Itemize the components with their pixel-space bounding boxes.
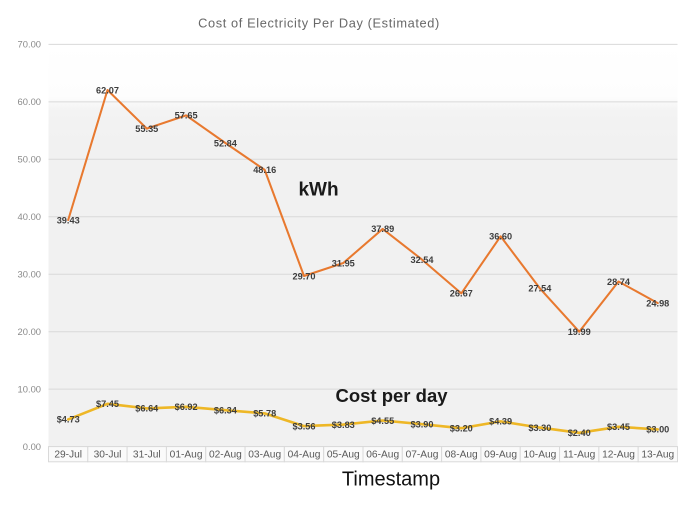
svg-text:24.98: 24.98	[646, 298, 669, 308]
svg-text:62.07: 62.07	[96, 85, 119, 95]
svg-text:13-Aug: 13-Aug	[641, 450, 674, 461]
svg-text:$7.45: $7.45	[96, 399, 119, 409]
svg-text:05-Aug: 05-Aug	[327, 450, 360, 461]
svg-text:55.35: 55.35	[135, 124, 158, 134]
svg-text:Cost per day: Cost per day	[335, 385, 448, 406]
svg-text:28.74: 28.74	[607, 277, 631, 287]
svg-text:29.70: 29.70	[293, 271, 316, 281]
svg-text:02-Aug: 02-Aug	[209, 450, 242, 461]
svg-text:36.60: 36.60	[489, 232, 512, 242]
svg-text:29-Jul: 29-Jul	[54, 450, 82, 461]
svg-text:10-Aug: 10-Aug	[523, 450, 556, 461]
svg-text:50.00: 50.00	[18, 154, 41, 165]
svg-text:52.84: 52.84	[214, 138, 238, 148]
svg-text:40.00: 40.00	[18, 211, 41, 222]
svg-text:19.99: 19.99	[568, 327, 591, 337]
svg-text:04-Aug: 04-Aug	[288, 450, 321, 461]
svg-text:$4.73: $4.73	[57, 415, 80, 425]
svg-text:06-Aug: 06-Aug	[366, 450, 399, 461]
svg-text:$3.56: $3.56	[293, 421, 316, 431]
svg-text:Timestamp: Timestamp	[342, 469, 440, 491]
svg-text:30.00: 30.00	[18, 269, 41, 280]
svg-text:$3.30: $3.30	[528, 423, 551, 433]
svg-text:26.67: 26.67	[450, 289, 473, 299]
svg-text:$6.92: $6.92	[175, 402, 198, 412]
svg-text:$5.78: $5.78	[253, 409, 276, 419]
svg-text:30-Jul: 30-Jul	[94, 450, 122, 461]
svg-text:$3.83: $3.83	[332, 420, 355, 430]
svg-text:12-Aug: 12-Aug	[602, 450, 635, 461]
svg-text:$3.00: $3.00	[646, 425, 669, 435]
svg-text:$3.20: $3.20	[450, 424, 473, 434]
svg-text:11-Aug: 11-Aug	[563, 450, 595, 461]
svg-text:31-Jul: 31-Jul	[133, 450, 161, 461]
svg-text:32.54: 32.54	[411, 255, 435, 265]
svg-text:31.95: 31.95	[332, 258, 355, 268]
svg-text:kWh: kWh	[298, 180, 338, 201]
svg-text:$6.34: $6.34	[214, 406, 238, 416]
svg-text:$2.40: $2.40	[568, 428, 591, 438]
svg-text:07-Aug: 07-Aug	[406, 450, 439, 461]
svg-text:$3.90: $3.90	[411, 420, 434, 430]
svg-text:$4.55: $4.55	[371, 416, 394, 426]
svg-text:70.00: 70.00	[18, 39, 41, 50]
svg-text:39.43: 39.43	[57, 215, 80, 225]
svg-text:09-Aug: 09-Aug	[484, 450, 517, 461]
svg-text:48.16: 48.16	[253, 165, 276, 175]
svg-text:0.00: 0.00	[23, 441, 41, 452]
svg-text:03-Aug: 03-Aug	[248, 450, 281, 461]
svg-text:10.00: 10.00	[18, 383, 41, 394]
svg-text:08-Aug: 08-Aug	[445, 450, 478, 461]
svg-text:$3.45: $3.45	[607, 422, 630, 432]
svg-text:$4.39: $4.39	[489, 417, 512, 427]
svg-text:27.54: 27.54	[528, 284, 552, 294]
svg-text:20.00: 20.00	[18, 326, 41, 337]
svg-text:$6.64: $6.64	[135, 404, 159, 414]
svg-text:57.65: 57.65	[175, 111, 198, 121]
svg-text:Cost of Electricity Per Day (E: Cost of Electricity Per Day (Estimated)	[198, 16, 440, 31]
svg-text:01-Aug: 01-Aug	[170, 450, 203, 461]
svg-text:60.00: 60.00	[18, 96, 41, 107]
svg-text:37.89: 37.89	[371, 224, 394, 234]
